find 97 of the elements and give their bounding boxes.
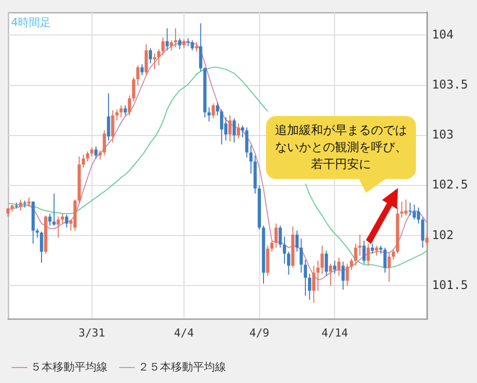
candlestick	[194, 42, 198, 52]
y-tick-label: 103	[432, 128, 454, 142]
candlestick	[400, 201, 404, 218]
candlestick	[295, 230, 299, 252]
candlestick	[274, 223, 278, 248]
candlestick	[388, 252, 391, 282]
y-tick-label: 103.5	[432, 77, 468, 92]
candlestick	[392, 249, 395, 260]
candlestick	[27, 197, 31, 208]
candlestick	[18, 199, 22, 212]
candlestick	[36, 228, 39, 238]
x-tick-label: 4/9	[249, 326, 270, 340]
candlestick	[98, 150, 102, 160]
candlestick	[52, 193, 56, 226]
candlestick	[245, 126, 248, 158]
candlestick	[119, 104, 123, 118]
y-tick-label: 101.5	[432, 278, 468, 292]
candlestick	[94, 146, 98, 159]
candlestick	[86, 150, 90, 162]
candlestick	[148, 48, 152, 64]
candlestick	[416, 207, 420, 224]
candlestick	[300, 238, 303, 274]
candlestick	[404, 199, 408, 216]
candlestick	[425, 233, 428, 246]
candlestick	[60, 213, 64, 224]
candlestick	[136, 64, 140, 86]
candlestick	[178, 38, 182, 50]
candlestick	[106, 92, 110, 141]
candlestick	[366, 243, 370, 266]
candlestick	[312, 265, 316, 304]
candlestick	[48, 213, 52, 226]
y-tick-label: 104	[432, 27, 454, 42]
candlestick	[144, 44, 148, 76]
candlestick	[346, 263, 349, 286]
candlestick	[115, 108, 119, 121]
candlestick	[383, 247, 387, 274]
candlestick	[342, 261, 345, 290]
candlestick	[333, 260, 336, 274]
candlestick	[240, 124, 244, 138]
candlestick	[228, 114, 232, 142]
candlestick	[40, 231, 44, 264]
candlestick	[161, 36, 165, 56]
x-tick-label: 3/31	[78, 326, 106, 340]
candlestick	[157, 48, 160, 66]
candlestick	[182, 38, 186, 49]
candlestick	[316, 260, 320, 292]
candlestick	[287, 251, 290, 276]
candlestick	[308, 273, 312, 300]
legend-label: ２５本移動平均線	[138, 360, 226, 374]
candlestick	[249, 144, 253, 174]
annotation: 追加緩和が早まるのではないかとの観測を呼び、若干円安に	[266, 116, 416, 179]
candlestick	[408, 202, 412, 216]
candlestick	[132, 76, 136, 102]
candlestick	[111, 110, 114, 143]
candlestick	[216, 102, 220, 116]
candlestick	[220, 108, 224, 145]
candlestick	[282, 236, 286, 264]
candlestick	[174, 28, 178, 48]
candlestick	[270, 240, 274, 252]
candlestick	[166, 28, 169, 51]
candlestick	[412, 204, 416, 220]
candlestick	[337, 257, 341, 276]
candlestick	[6, 207, 10, 218]
candlestick	[124, 104, 127, 116]
candlestick	[207, 106, 211, 122]
candlestick	[375, 245, 378, 256]
candlestick	[170, 40, 173, 51]
candlestick	[358, 234, 362, 256]
candlestick	[102, 130, 106, 156]
candlestick	[128, 94, 132, 116]
candlestick	[140, 64, 144, 76]
candlestick	[82, 154, 85, 168]
candlestick	[324, 250, 328, 276]
candlestick	[65, 214, 68, 228]
candlestick	[90, 146, 94, 157]
candlestick	[232, 118, 236, 143]
candlestick	[350, 258, 354, 270]
candlestick	[354, 243, 358, 266]
candlestick	[320, 245, 324, 274]
legend-label: ５本移動平均線	[30, 360, 108, 374]
candlestick	[56, 216, 60, 238]
candlestick	[212, 102, 215, 119]
y-tick-label: 102.5	[432, 178, 468, 192]
y-tick-label: 102	[432, 228, 454, 242]
candlestick	[236, 122, 240, 139]
x-tick-label: 4/14	[321, 326, 348, 340]
candlestick	[370, 243, 374, 254]
chart-subtitle: 4時間足	[11, 15, 51, 30]
candlestick	[304, 259, 308, 296]
candlestick	[190, 40, 194, 51]
candlestick	[328, 263, 332, 286]
candlestick	[362, 240, 366, 264]
candlestick	[421, 217, 424, 248]
candlestick	[278, 225, 282, 248]
candlestick	[199, 22, 202, 72]
candlestick	[153, 52, 156, 70]
x-tick-label: 4/4	[174, 326, 194, 340]
